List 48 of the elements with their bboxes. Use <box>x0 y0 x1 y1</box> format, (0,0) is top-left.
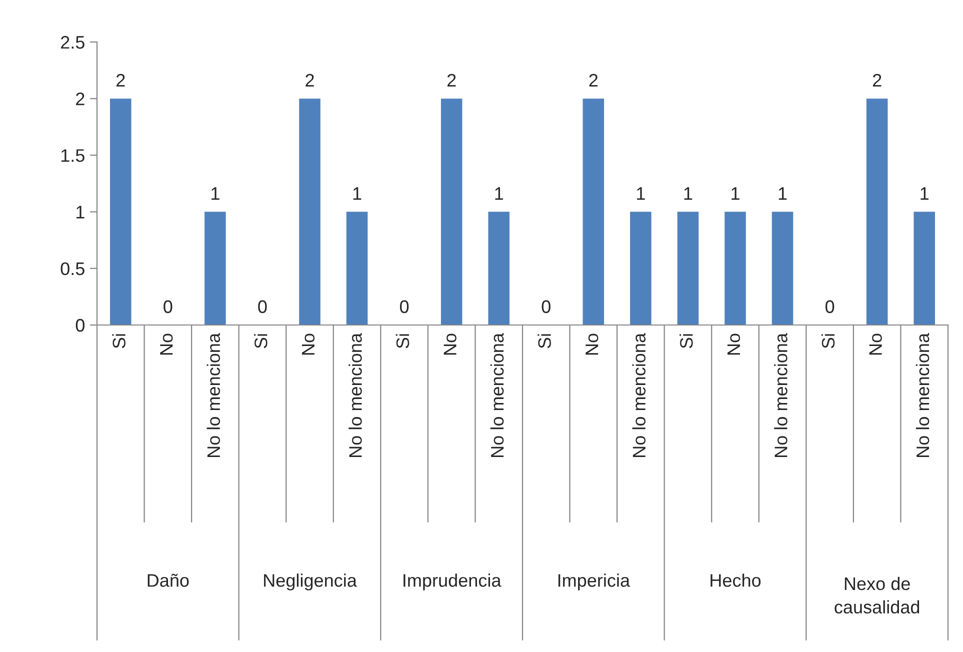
x-tick-label: No <box>302 334 315 355</box>
y-tick-label: 1 <box>76 206 84 218</box>
data-label: 0 <box>258 300 267 314</box>
x-tick-label: Si <box>538 334 551 348</box>
data-label: 0 <box>164 300 172 314</box>
x-tick-label: No lo menciona <box>490 332 504 457</box>
y-tick-label: 2.5 <box>61 36 84 49</box>
y-tick-label: 0 <box>76 318 84 332</box>
x-tick-label: No lo menciona <box>348 332 362 457</box>
x-tick-label: No <box>586 334 598 355</box>
data-label: 2 <box>306 74 314 87</box>
x-tick-label: Si <box>112 334 126 348</box>
y-tick-label: 2 <box>76 92 84 106</box>
data-label: 1 <box>637 187 645 200</box>
x-tick-label: Si <box>254 334 268 348</box>
data-label: 1 <box>212 187 220 200</box>
text: Imprudencia <box>404 574 502 590</box>
x-tick-label: No <box>727 334 740 355</box>
x-tick-label: No <box>160 334 173 355</box>
data-label: 1 <box>684 187 692 200</box>
y-tick-label: 1.5 <box>61 149 84 162</box>
x-tick-label: Si <box>680 334 693 348</box>
data-label: 0 <box>400 300 409 314</box>
y-tick-label: 0.5 <box>60 262 84 276</box>
x-tick-label: Si <box>396 334 410 348</box>
x-tick-label: No lo menciona <box>774 332 788 457</box>
data-label: 1 <box>353 187 362 200</box>
x-tick-label: No <box>869 334 882 355</box>
data-label: 1 <box>920 187 928 200</box>
data-label: 2 <box>589 74 598 87</box>
x-tick-label: No lo menciona <box>206 332 220 457</box>
data-label: 2 <box>447 74 456 87</box>
data-label: 2 <box>872 74 882 87</box>
x-tick-label: No <box>444 334 456 355</box>
data-label: 0 <box>542 300 550 314</box>
text: Hecho <box>710 574 761 587</box>
x-tick-label: No lo menciona <box>632 332 646 457</box>
data-label: 1 <box>732 187 740 200</box>
data-label: 0 <box>825 300 834 314</box>
text: Daño <box>148 574 189 587</box>
text: Impericia <box>558 574 630 590</box>
text: Negligencia <box>264 574 357 590</box>
data-label: 2 <box>116 74 125 87</box>
data-label: 1 <box>495 187 503 200</box>
x-tick-label: Si <box>821 334 835 348</box>
text: Nexo de causalidad <box>834 576 920 614</box>
data-label: 1 <box>778 187 787 200</box>
x-tick-label: No lo menciona <box>916 332 930 457</box>
